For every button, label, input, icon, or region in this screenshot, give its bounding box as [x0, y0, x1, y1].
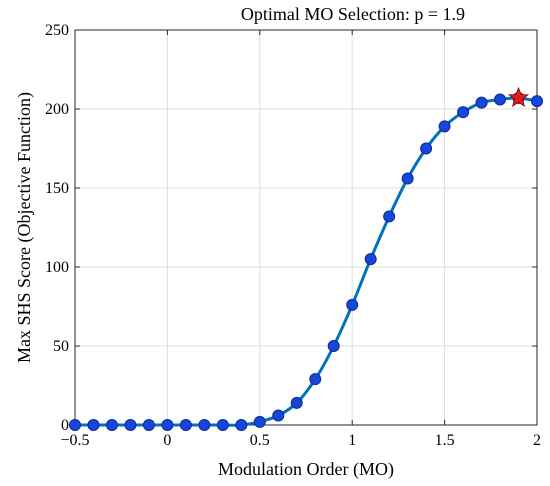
- data-point: [105, 419, 118, 431]
- data-point: [161, 419, 174, 431]
- data-point: [364, 253, 377, 266]
- grid-lines: [74, 29, 538, 426]
- data-point: [494, 93, 507, 106]
- data-point: [235, 419, 248, 431]
- y-tick-label: 150: [45, 180, 69, 197]
- x-tick-label: 1.5: [435, 432, 455, 449]
- y-tick-labels: 0 50 100 150 200 250: [45, 22, 69, 434]
- data-point: [420, 142, 433, 155]
- data-point: [438, 120, 451, 133]
- data-point: [346, 298, 359, 311]
- x-tick-label: 0: [163, 432, 171, 449]
- x-tick-label: 2: [533, 432, 541, 449]
- plot-frame: [74, 29, 538, 426]
- y-tick-label: 50: [53, 338, 69, 355]
- axis-ticks: [74, 29, 538, 426]
- optimum-star-marker: [507, 86, 530, 107]
- y-tick-label: 0: [61, 417, 69, 434]
- data-point: [383, 210, 396, 223]
- data-point: [290, 396, 303, 409]
- data-point: [272, 409, 285, 422]
- data-point: [216, 419, 229, 431]
- y-tick-label: 250: [45, 22, 69, 39]
- data-point: [475, 96, 488, 109]
- data-point: [142, 419, 155, 431]
- x-tick-label: 1: [348, 432, 356, 449]
- x-tick-label: −0.5: [60, 432, 89, 449]
- data-point: [457, 106, 470, 119]
- series-line: [73, 96, 539, 427]
- data-point: [87, 419, 100, 431]
- x-tick-labels: −0.5 0 0.5 1 1.5 2: [60, 432, 541, 449]
- data-point: [401, 172, 414, 185]
- data-point: [531, 95, 543, 108]
- chart-title: Optimal MO Selection: p = 1.9: [241, 4, 465, 24]
- data-point: [327, 340, 340, 352]
- y-tick-label: 100: [45, 259, 69, 276]
- data-points: [69, 91, 543, 431]
- data-point: [179, 419, 192, 431]
- data-point: [124, 419, 137, 431]
- x-tick-label: 0.5: [250, 432, 270, 449]
- y-axis-label: Max SHS Score (Objective Function): [14, 92, 35, 363]
- x-axis-label: Modulation Order (MO): [218, 459, 394, 480]
- y-tick-label: 200: [45, 101, 69, 118]
- data-point: [309, 373, 322, 386]
- data-point: [198, 419, 211, 431]
- data-point: [253, 415, 266, 428]
- data-point: [69, 419, 81, 431]
